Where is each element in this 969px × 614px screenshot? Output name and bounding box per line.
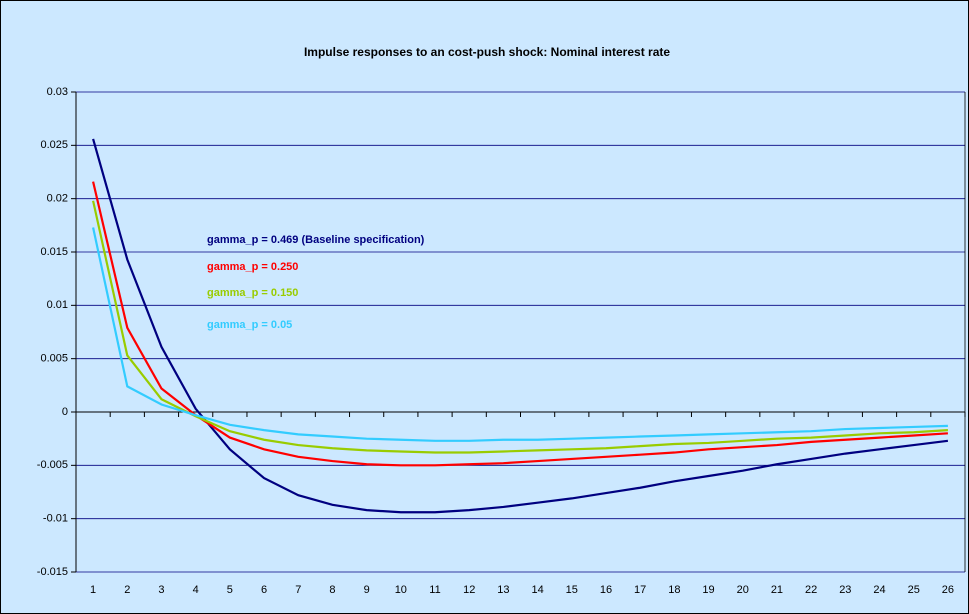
y-tick-label: 0.015	[40, 246, 68, 258]
y-tick-label: 0.02	[47, 193, 68, 205]
x-tick-label: 13	[497, 584, 509, 596]
x-tick-label: 26	[942, 584, 954, 596]
legend-label: gamma_p = 0.150	[207, 287, 298, 299]
x-tick-label: 22	[805, 584, 817, 596]
x-tick-label: 17	[634, 584, 646, 596]
series-line	[92, 200, 948, 454]
x-tick-label: 16	[600, 584, 612, 596]
x-tick-label: 10	[395, 584, 407, 596]
x-tick-label: 15	[566, 584, 578, 596]
y-tick-label: 0.025	[40, 139, 68, 151]
y-tick-label: -0.01	[43, 513, 68, 525]
series-line	[92, 138, 949, 514]
x-tick-label: 8	[329, 584, 335, 596]
x-tick-label: 12	[463, 584, 475, 596]
legend-label: gamma_p = 0.469 (Baseline specification)	[207, 234, 425, 246]
series-line	[92, 227, 948, 442]
x-tick-label: 2	[124, 584, 130, 596]
x-tick-label: 21	[771, 584, 783, 596]
legend-label: gamma_p = 0.05	[207, 319, 292, 331]
x-tick-label: 6	[261, 584, 267, 596]
x-tick-label: 19	[702, 584, 714, 596]
x-tick-label: 5	[227, 584, 233, 596]
x-tick-label: 9	[364, 584, 370, 596]
x-tick-label: 3	[158, 584, 164, 596]
y-tick-label: 0.03	[47, 86, 68, 98]
x-tick-label: 11	[429, 584, 440, 596]
x-tick-label: 7	[295, 584, 301, 596]
x-tick-label: 25	[908, 584, 920, 596]
x-tick-label: 23	[839, 584, 851, 596]
x-tick-label: 4	[193, 584, 199, 596]
x-tick-label: 1	[90, 584, 96, 596]
legend-label: gamma_p = 0.250	[207, 261, 298, 273]
y-tick-label: -0.015	[37, 566, 68, 578]
series-line	[92, 181, 948, 467]
y-tick-label: 0.005	[40, 353, 68, 365]
x-tick-label: 18	[668, 584, 680, 596]
x-tick-label: 14	[531, 584, 543, 596]
y-tick-label: 0.01	[47, 299, 68, 311]
y-tick-label: -0.005	[37, 459, 68, 471]
y-tick-label: 0	[62, 406, 68, 418]
x-tick-label: 24	[873, 584, 885, 596]
x-tick-label: 20	[737, 584, 749, 596]
chart-title: Impulse responses to an cost-push shock:…	[304, 45, 670, 59]
